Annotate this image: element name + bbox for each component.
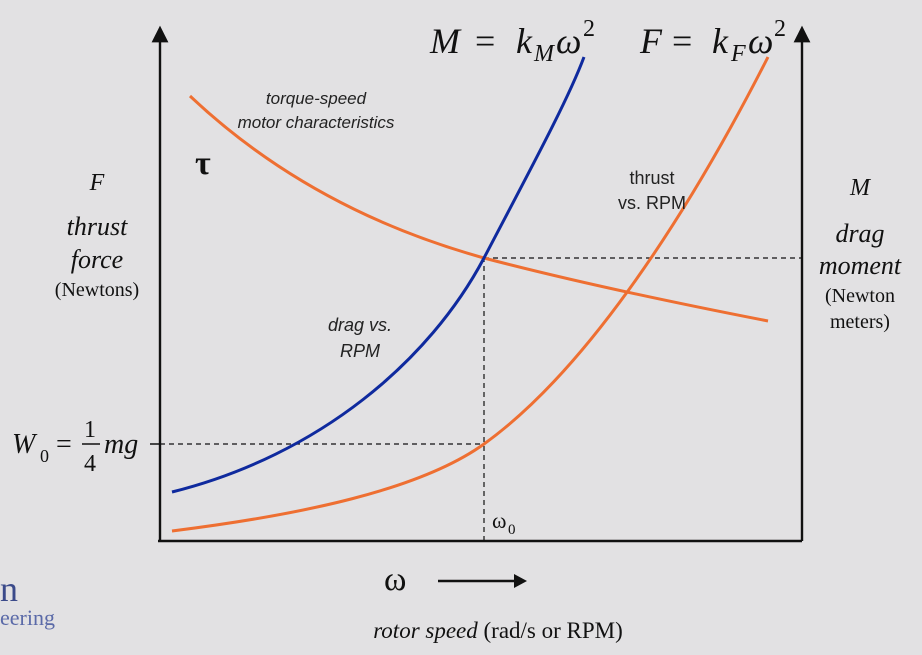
x-axis-label-italic: rotor speed: [373, 618, 478, 643]
thrust-vs-rpm-curve: [171, 56, 770, 533]
right-axis-symbol: M: [849, 175, 872, 201]
left-axis-label-2: force: [71, 245, 123, 274]
thrust-formula-omega: ω: [748, 21, 773, 61]
drag-curve-label-1: drag vs.: [328, 315, 392, 335]
tau-symbol: τ: [195, 145, 211, 182]
right-axis-label-1: drag: [835, 219, 884, 248]
w0-lhs: W: [12, 429, 38, 460]
x-axis-label: rotor speed (rad/s or RPM): [373, 618, 623, 643]
right-arrow-icon: [438, 574, 527, 588]
thrust-formula: F = k F ω 2: [639, 16, 786, 67]
drag-formula-eq: =: [475, 21, 495, 61]
thrust-formula-eq: =: [672, 21, 692, 61]
svg-text:M: M: [429, 21, 462, 61]
w0-sub: 0: [40, 446, 49, 466]
w0-eq: =: [56, 429, 72, 460]
thrust-formula-sub: F: [730, 41, 746, 67]
torque-curve-label-1: torque-speed: [266, 89, 367, 108]
logo-word: eering: [0, 605, 55, 630]
drag-formula-lhs: M: [429, 21, 462, 61]
omega0-sub: 0: [508, 522, 516, 538]
left-axis-label-1: thrust: [67, 212, 128, 241]
drag-formula-omega: ω: [556, 21, 581, 61]
thrust-curve-label-1: thrust: [629, 168, 674, 188]
thrust-curve-label-2: vs. RPM: [618, 193, 686, 213]
w0-rhs: mg: [104, 429, 138, 460]
x-axis-omega: ω: [384, 561, 406, 598]
left-axis-symbol: F: [89, 170, 105, 196]
drag-formula-sub: M: [533, 41, 556, 67]
thrust-formula-exp: 2: [774, 16, 786, 42]
right-axis-units-1: (Newton: [825, 285, 895, 307]
logo-letter: n: [0, 569, 18, 609]
w0-denominator: 4: [84, 451, 96, 477]
drag-curve-label-2: RPM: [340, 341, 380, 361]
omega0-label: ω: [492, 508, 506, 533]
right-axis-units-2: meters): [830, 311, 890, 333]
w0-numerator: 1: [84, 417, 96, 443]
drag-formula-k: k: [516, 21, 533, 61]
hover-weight-formula: W 0 = 1 4 mg: [12, 417, 138, 477]
thrust-formula-k: k: [712, 21, 729, 61]
drag-formula: M = k M ω 2: [429, 16, 595, 67]
left-axis-units: (Newtons): [55, 279, 139, 301]
right-axis-label-2: moment: [819, 251, 902, 280]
thrust-formula-lhs: F: [639, 21, 663, 61]
drag-vs-rpm-curve: [171, 56, 586, 494]
drag-formula-exp: 2: [583, 16, 595, 42]
torque-curve-label-2: motor characteristics: [238, 113, 395, 132]
x-axis-label-units: (rad/s or RPM): [478, 618, 623, 643]
